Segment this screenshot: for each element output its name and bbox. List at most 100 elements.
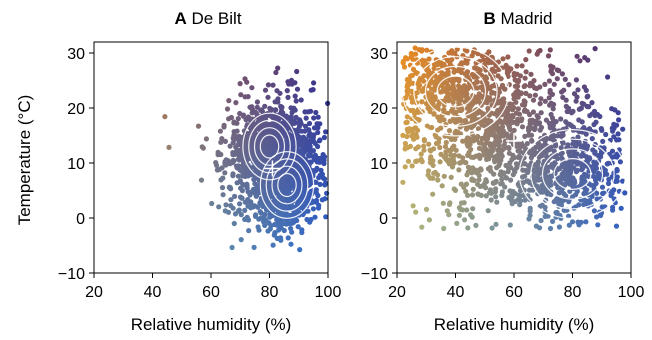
data-point — [278, 238, 283, 243]
data-point — [435, 177, 440, 182]
data-point — [311, 115, 316, 120]
data-point — [426, 91, 431, 96]
data-point — [316, 205, 321, 210]
data-point — [255, 99, 260, 104]
y-tick-label: −10 — [361, 266, 388, 283]
data-point — [456, 167, 461, 172]
data-point — [422, 58, 427, 63]
panel-a-name: De Bilt — [191, 9, 241, 28]
data-point — [476, 192, 481, 197]
data-point — [228, 197, 233, 202]
data-point — [575, 54, 580, 59]
data-point — [577, 58, 582, 63]
data-point — [405, 120, 410, 125]
data-point — [493, 133, 498, 138]
data-point — [426, 172, 431, 177]
data-point — [218, 152, 223, 157]
data-point — [522, 84, 527, 89]
data-point — [226, 98, 231, 103]
panel-b-x-axis-label: Relative humidity (%) — [434, 315, 595, 334]
data-point — [450, 164, 455, 169]
data-point — [517, 154, 522, 159]
data-point — [250, 110, 255, 115]
data-point — [441, 107, 446, 112]
data-point — [560, 95, 565, 100]
data-point — [220, 185, 225, 190]
data-point — [494, 153, 499, 158]
data-point — [273, 107, 278, 112]
data-point — [166, 145, 171, 150]
data-point — [449, 175, 454, 180]
data-point — [516, 148, 521, 153]
data-point — [501, 120, 506, 125]
x-tick-label: 40 — [447, 284, 465, 301]
data-point — [307, 121, 312, 126]
data-point — [232, 158, 237, 163]
data-point — [226, 116, 231, 121]
data-point — [597, 114, 602, 119]
data-point — [585, 158, 590, 163]
data-point — [551, 119, 556, 124]
data-point — [488, 187, 493, 192]
data-point — [233, 100, 238, 105]
data-point — [585, 58, 590, 63]
data-point — [226, 210, 231, 215]
data-point — [231, 119, 236, 124]
data-point — [401, 59, 406, 64]
data-point — [512, 155, 517, 160]
data-point — [162, 114, 167, 119]
data-point — [506, 169, 511, 174]
x-tick-label: 80 — [261, 284, 279, 301]
data-point — [443, 149, 448, 154]
data-point — [503, 65, 508, 70]
data-point — [204, 136, 209, 141]
data-point — [296, 224, 301, 229]
data-point — [463, 160, 468, 165]
data-point — [550, 92, 555, 97]
data-point — [464, 59, 469, 64]
data-point — [413, 45, 418, 50]
data-point — [261, 123, 266, 128]
data-point — [465, 193, 470, 198]
data-point — [232, 221, 237, 226]
data-point — [534, 183, 539, 188]
data-point — [314, 198, 319, 203]
panel-b-letter: B — [484, 9, 496, 28]
data-point — [600, 139, 605, 144]
data-point — [548, 47, 553, 52]
data-point — [609, 106, 614, 111]
data-point — [520, 168, 525, 173]
data-point — [236, 148, 241, 153]
data-point — [290, 142, 295, 147]
x-tick-label: 60 — [505, 284, 523, 301]
data-point — [474, 154, 479, 159]
data-point — [410, 100, 415, 105]
data-point — [237, 201, 242, 206]
data-point — [534, 177, 539, 182]
data-point — [516, 106, 521, 111]
data-point — [464, 71, 469, 76]
data-point — [466, 165, 471, 170]
data-point — [263, 218, 268, 223]
data-point — [490, 225, 495, 230]
data-point — [483, 185, 488, 190]
y-tick-label: 30 — [67, 46, 85, 63]
data-point — [610, 129, 615, 134]
data-point — [557, 190, 562, 195]
panel-a-title: A De Bilt — [174, 9, 241, 28]
data-point — [441, 226, 446, 231]
data-point — [415, 128, 420, 133]
data-point — [294, 69, 299, 74]
data-point — [489, 197, 494, 202]
data-point — [543, 138, 548, 143]
data-point — [459, 94, 464, 99]
data-point — [271, 243, 276, 248]
data-point — [502, 86, 507, 91]
data-point — [498, 148, 503, 153]
data-point — [580, 165, 585, 170]
data-point — [299, 97, 304, 102]
data-point — [469, 176, 474, 181]
data-point — [547, 164, 552, 169]
panel-b-y-ticks: −100102030 — [361, 46, 397, 283]
data-point — [572, 178, 577, 183]
